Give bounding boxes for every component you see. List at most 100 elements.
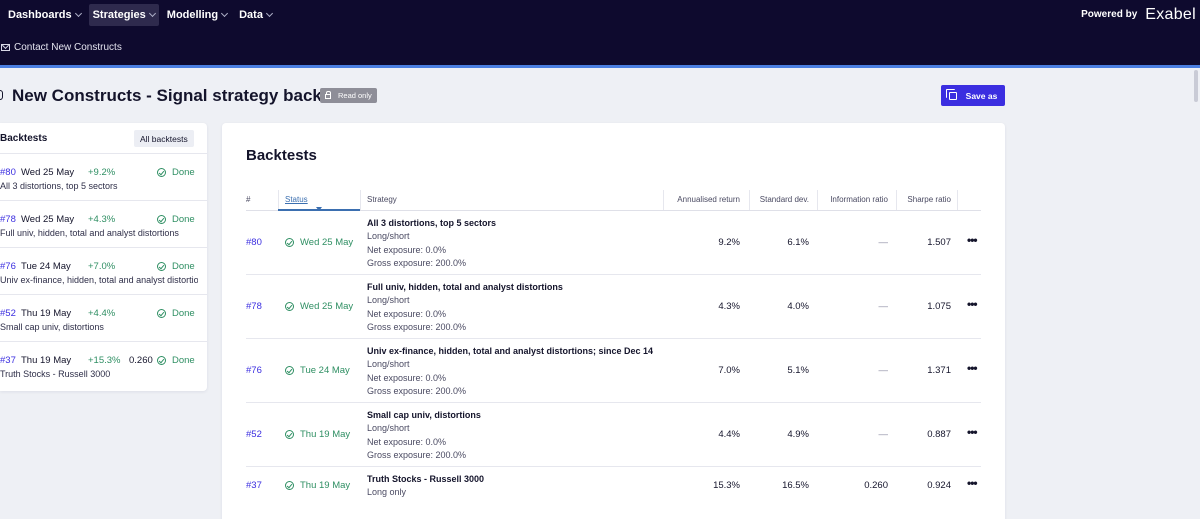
back-icon[interactable]: [0, 90, 3, 100]
backtest-return: +7.0%: [88, 261, 116, 272]
check-circle-icon: [285, 481, 294, 490]
standard-dev: 6.1%: [787, 237, 809, 248]
backtest-return: +15.3%: [88, 355, 121, 366]
annualised-return: 15.3%: [713, 480, 740, 491]
powered-by: Powered by Exabel: [1081, 0, 1196, 29]
sidebar-item[interactable]: #78 Wed 25 May +4.3% Done Full univ, hid…: [0, 201, 207, 248]
backtest-id: #78: [0, 214, 16, 225]
save-as-button[interactable]: Save as: [941, 85, 1005, 106]
standard-dev: 4.0%: [787, 301, 809, 312]
sharpe-ratio: 0.924: [927, 480, 951, 491]
table-row[interactable]: #37 Thu 19 May Truth Stocks - Russell 30…: [246, 467, 981, 507]
page-title: New Constructs - Signal strategy backtes…: [12, 86, 362, 105]
gross-exposure: Gross exposure: 200.0%: [367, 258, 467, 268]
row-id-link[interactable]: #52: [246, 429, 262, 440]
information-ratio: —: [878, 365, 889, 376]
sidebar-item[interactable]: #76 Tue 24 May +7.0% Done Univ ex-financ…: [0, 248, 207, 295]
annualised-return: 4.3%: [718, 301, 740, 312]
col-annualised-return[interactable]: Annualised return: [677, 195, 740, 204]
table-header: # Status Strategy Annualised return Stan…: [246, 188, 981, 211]
backtest-description: Full univ, hidden, total and analyst dis…: [0, 228, 179, 238]
backtest-id: #52: [0, 308, 16, 319]
status-badge: Done: [157, 214, 195, 225]
save-as-label: Save as: [965, 90, 998, 101]
lock-icon: [325, 91, 331, 99]
sort-caret-icon: [316, 207, 322, 211]
row-id-link[interactable]: #78: [246, 301, 262, 312]
net-exposure: Net exposure: 0.0%: [367, 372, 447, 383]
card-title: Backtests: [246, 147, 317, 164]
row-date: Wed 25 May: [300, 301, 354, 312]
more-options-icon[interactable]: •••: [967, 476, 978, 490]
col-information-ratio[interactable]: Information ratio: [830, 195, 888, 204]
row-id-link[interactable]: #76: [246, 365, 262, 376]
status-label: Done: [172, 214, 195, 225]
table-row[interactable]: #80 Wed 25 May All 3 distortions, top 5 …: [246, 211, 981, 275]
status-label: Done: [172, 261, 195, 272]
col-sharpe-ratio[interactable]: Sharpe ratio: [907, 195, 951, 204]
col-standard-dev[interactable]: Standard dev.: [759, 195, 809, 204]
status-badge: Done: [157, 308, 195, 319]
column-divider: [749, 190, 750, 210]
brand-logo: Exabel: [1145, 5, 1196, 23]
backtests-sidebar: Backtests All backtests #80 Wed 25 May +…: [0, 123, 207, 391]
more-options-icon[interactable]: •••: [967, 233, 978, 247]
read-only-label: Read only: [338, 91, 372, 100]
check-circle-icon: [157, 215, 166, 224]
backtests-card: Backtests # Status Strategy Annualised r…: [222, 123, 1005, 519]
column-divider: [817, 190, 818, 210]
row-date: Tue 24 May: [300, 365, 350, 376]
scrollbar[interactable]: [1194, 70, 1198, 102]
information-ratio: —: [878, 429, 889, 440]
table-row[interactable]: #76 Tue 24 May Univ ex-finance, hidden, …: [246, 339, 981, 403]
col-strategy[interactable]: Strategy: [367, 195, 397, 204]
row-id-link[interactable]: #37: [246, 480, 262, 491]
all-backtests-button[interactable]: All backtests: [134, 130, 194, 147]
sidebar-item[interactable]: #37 Thu 19 May +15.3% 0.260 Done Truth S…: [0, 342, 207, 389]
row-status: Wed 25 May: [285, 301, 353, 312]
status-badge: Done: [157, 261, 195, 272]
row-id-link[interactable]: #80: [246, 237, 262, 248]
chevron-down-icon: [265, 9, 273, 17]
row-strategy: Truth Stocks - Russell 3000 Long only: [367, 473, 484, 500]
backtest-id: #76: [0, 261, 16, 272]
more-options-icon[interactable]: •••: [967, 297, 978, 311]
sidebar-item[interactable]: #80 Wed 25 May +9.2% Done All 3 distorti…: [0, 154, 207, 201]
table-row[interactable]: #52 Thu 19 May Small cap univ, distortio…: [246, 403, 981, 467]
column-divider: [896, 190, 897, 210]
contact-link[interactable]: Contact New Constructs: [14, 41, 122, 53]
row-date: Thu 19 May: [300, 480, 351, 491]
net-exposure: Net exposure: 0.0%: [367, 308, 447, 319]
nav-data[interactable]: Data: [235, 4, 276, 26]
backtest-id: #37: [0, 355, 16, 366]
strategy-name: Truth Stocks - Russell 3000: [367, 474, 485, 484]
backtest-date: Wed 25 May: [21, 214, 75, 225]
standard-dev: 5.1%: [787, 365, 809, 376]
sharpe-ratio: 1.075: [927, 301, 951, 312]
backtest-description: All 3 distortions, top 5 sectors: [0, 181, 118, 191]
row-strategy: All 3 distortions, top 5 sectors Long/sh…: [367, 217, 496, 271]
nav-modelling[interactable]: Modelling: [163, 4, 231, 26]
check-circle-icon: [157, 309, 166, 318]
check-circle-icon: [157, 356, 166, 365]
sidebar-item[interactable]: #52 Thu 19 May +4.4% Done Small cap univ…: [0, 295, 207, 342]
nav-strategies[interactable]: Strategies: [88, 3, 159, 26]
standard-dev: 4.9%: [787, 429, 809, 440]
col-id: #: [246, 195, 251, 204]
nav-dashboards[interactable]: Dashboards: [4, 4, 85, 26]
row-strategy: Univ ex-finance, hidden, total and analy…: [367, 345, 653, 399]
more-options-icon[interactable]: •••: [967, 425, 978, 439]
col-status[interactable]: Status: [285, 195, 308, 204]
gross-exposure: Gross exposure: 200.0%: [367, 450, 467, 460]
row-status: Wed 25 May: [285, 237, 353, 248]
copy-icon: [945, 88, 957, 100]
table-row[interactable]: #78 Wed 25 May Full univ, hidden, total …: [246, 275, 981, 339]
more-options-icon[interactable]: •••: [967, 361, 978, 375]
nav-data-label: Data: [239, 8, 263, 21]
sidebar-header: Backtests All backtests: [0, 123, 207, 154]
column-divider: [360, 190, 361, 210]
net-exposure: Net exposure: 0.0%: [367, 244, 447, 255]
chevron-down-icon: [221, 9, 229, 17]
backtest-info-ratio: 0.260: [129, 355, 153, 366]
row-date: Wed 25 May: [300, 237, 354, 248]
